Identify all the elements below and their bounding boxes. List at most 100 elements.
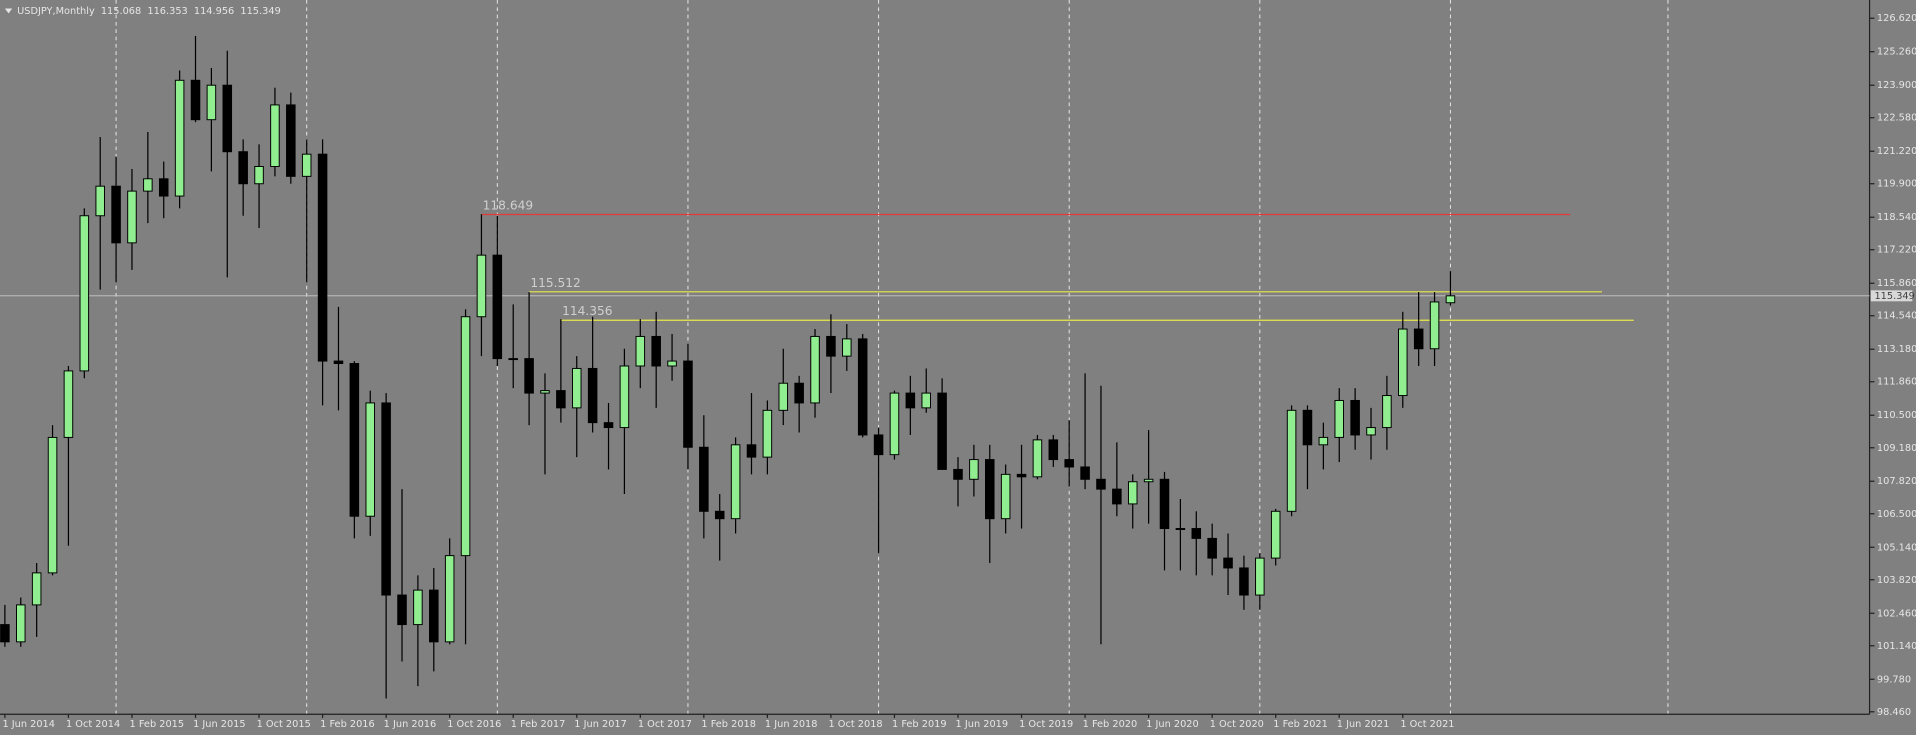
- candle-body: [556, 390, 566, 409]
- y-tick-label: 98.460: [1877, 707, 1911, 718]
- x-tick-label: 1 Oct 2018: [828, 719, 882, 730]
- candle-body: [238, 151, 248, 185]
- candle-body: [460, 316, 471, 557]
- candle-body: [1318, 436, 1329, 446]
- candle-body: [365, 402, 376, 517]
- level-label: 114.356: [562, 304, 612, 318]
- x-tick-label: 1 Feb 2016: [320, 719, 375, 730]
- y-tick-label: 119.900: [1877, 179, 1916, 190]
- candle-body: [826, 335, 836, 357]
- candle-body: [540, 390, 550, 394]
- y-tick-label: 101.140: [1877, 641, 1916, 652]
- candle-body: [778, 382, 789, 411]
- candle-body: [842, 338, 852, 357]
- candle-body: [1270, 510, 1281, 559]
- y-tick-label: 102.460: [1877, 608, 1916, 619]
- price-tag-label: 115.349: [1874, 291, 1914, 302]
- candle-body: [190, 79, 201, 121]
- candle-body: [730, 444, 741, 520]
- x-tick-label: 1 Feb 2020: [1083, 719, 1138, 730]
- candle-body: [619, 365, 630, 429]
- y-tick-label: 103.820: [1877, 575, 1916, 586]
- candle-body: [143, 178, 153, 192]
- candle-body: [16, 604, 26, 643]
- candle-body: [413, 589, 423, 626]
- candle-body: [317, 153, 328, 362]
- candle-body: [444, 555, 455, 643]
- y-tick-label: 113.180: [1877, 344, 1916, 355]
- candle-body: [905, 392, 916, 409]
- candle-body: [1398, 328, 1408, 397]
- candle-body: [79, 215, 90, 372]
- x-tick-label: 1 Feb 2019: [892, 719, 947, 730]
- candle-body: [603, 422, 614, 429]
- candle-body: [873, 434, 884, 456]
- candle-body: [254, 166, 264, 185]
- header-close: 115.349: [240, 6, 280, 17]
- price-tag: [1870, 290, 1913, 302]
- candle-body: [969, 459, 979, 480]
- y-tick-label: 107.820: [1877, 476, 1916, 487]
- candle-body: [746, 444, 757, 458]
- candle-body: [1048, 439, 1059, 461]
- y-tick-label: 114.540: [1877, 311, 1916, 322]
- header-high: 116.353: [147, 6, 187, 17]
- candle-body: [857, 338, 868, 436]
- candle-body: [1366, 427, 1376, 436]
- candle-body: [1016, 473, 1027, 478]
- candle-body: [397, 594, 407, 626]
- x-tick-label: 1 Jun 2018: [765, 719, 818, 730]
- level-label: 115.512: [530, 276, 580, 290]
- candle-body: [1334, 399, 1345, 438]
- candle-body: [1143, 478, 1154, 483]
- x-tick-label: 1 Jun 2021: [1337, 719, 1390, 730]
- candle-body: [762, 409, 773, 458]
- y-tick-label: 105.140: [1877, 542, 1916, 553]
- candle-body: [95, 185, 105, 217]
- y-tick-label: 126.620: [1877, 13, 1916, 24]
- candle-body: [270, 104, 280, 167]
- candle-body: [1255, 557, 1265, 596]
- y-tick-label: 99.780: [1877, 674, 1911, 685]
- candle-body: [651, 335, 661, 367]
- candle-body: [937, 392, 947, 470]
- symbol: USDJPY,Monthly: [17, 6, 95, 17]
- candle-body: [810, 335, 820, 404]
- candle-body: [1239, 567, 1249, 596]
- x-tick-label: 1 Oct 2020: [1210, 719, 1264, 730]
- candle-body: [635, 335, 646, 367]
- y-tick-label: 109.180: [1877, 443, 1916, 454]
- candle-body: [1191, 528, 1202, 539]
- header-open: 115.068: [101, 6, 141, 17]
- x-tick-label: 1 Oct 2015: [257, 719, 311, 730]
- y-tick-label: 115.860: [1877, 278, 1916, 289]
- x-tick-label: 1 Oct 2016: [447, 719, 501, 730]
- candle-body: [222, 84, 233, 153]
- candle-body: [1302, 409, 1313, 446]
- header-low: 114.956: [194, 6, 234, 17]
- candle-body: [524, 358, 534, 394]
- candle-body: [0, 624, 10, 643]
- chart-header: USDJPY,Monthly 115.068 116.353 114.956 115.3…: [17, 6, 281, 17]
- candle-body: [1413, 328, 1424, 350]
- y-tick-label: 111.860: [1877, 377, 1916, 388]
- x-tick-label: 1 Feb 2021: [1273, 719, 1328, 730]
- candle-body: [429, 589, 439, 643]
- x-tick-label: 1 Jun 2015: [193, 719, 246, 730]
- candle-body: [683, 360, 693, 448]
- candle-body: [1207, 537, 1217, 559]
- candle-body: [174, 79, 185, 197]
- candle-body: [1175, 528, 1186, 531]
- x-tick-label: 1 Jun 2014: [2, 719, 55, 730]
- candle-body: [889, 392, 900, 456]
- x-tick-label: 1 Jun 2017: [574, 719, 627, 730]
- candle-body: [1350, 399, 1360, 436]
- x-tick-label: 1 Feb 2018: [701, 719, 756, 730]
- candle-body: [127, 190, 137, 244]
- candle-body: [1080, 466, 1090, 480]
- menu-arrow[interactable]: [4, 8, 13, 14]
- candle-body: [699, 446, 709, 512]
- candle-body: [1000, 473, 1011, 520]
